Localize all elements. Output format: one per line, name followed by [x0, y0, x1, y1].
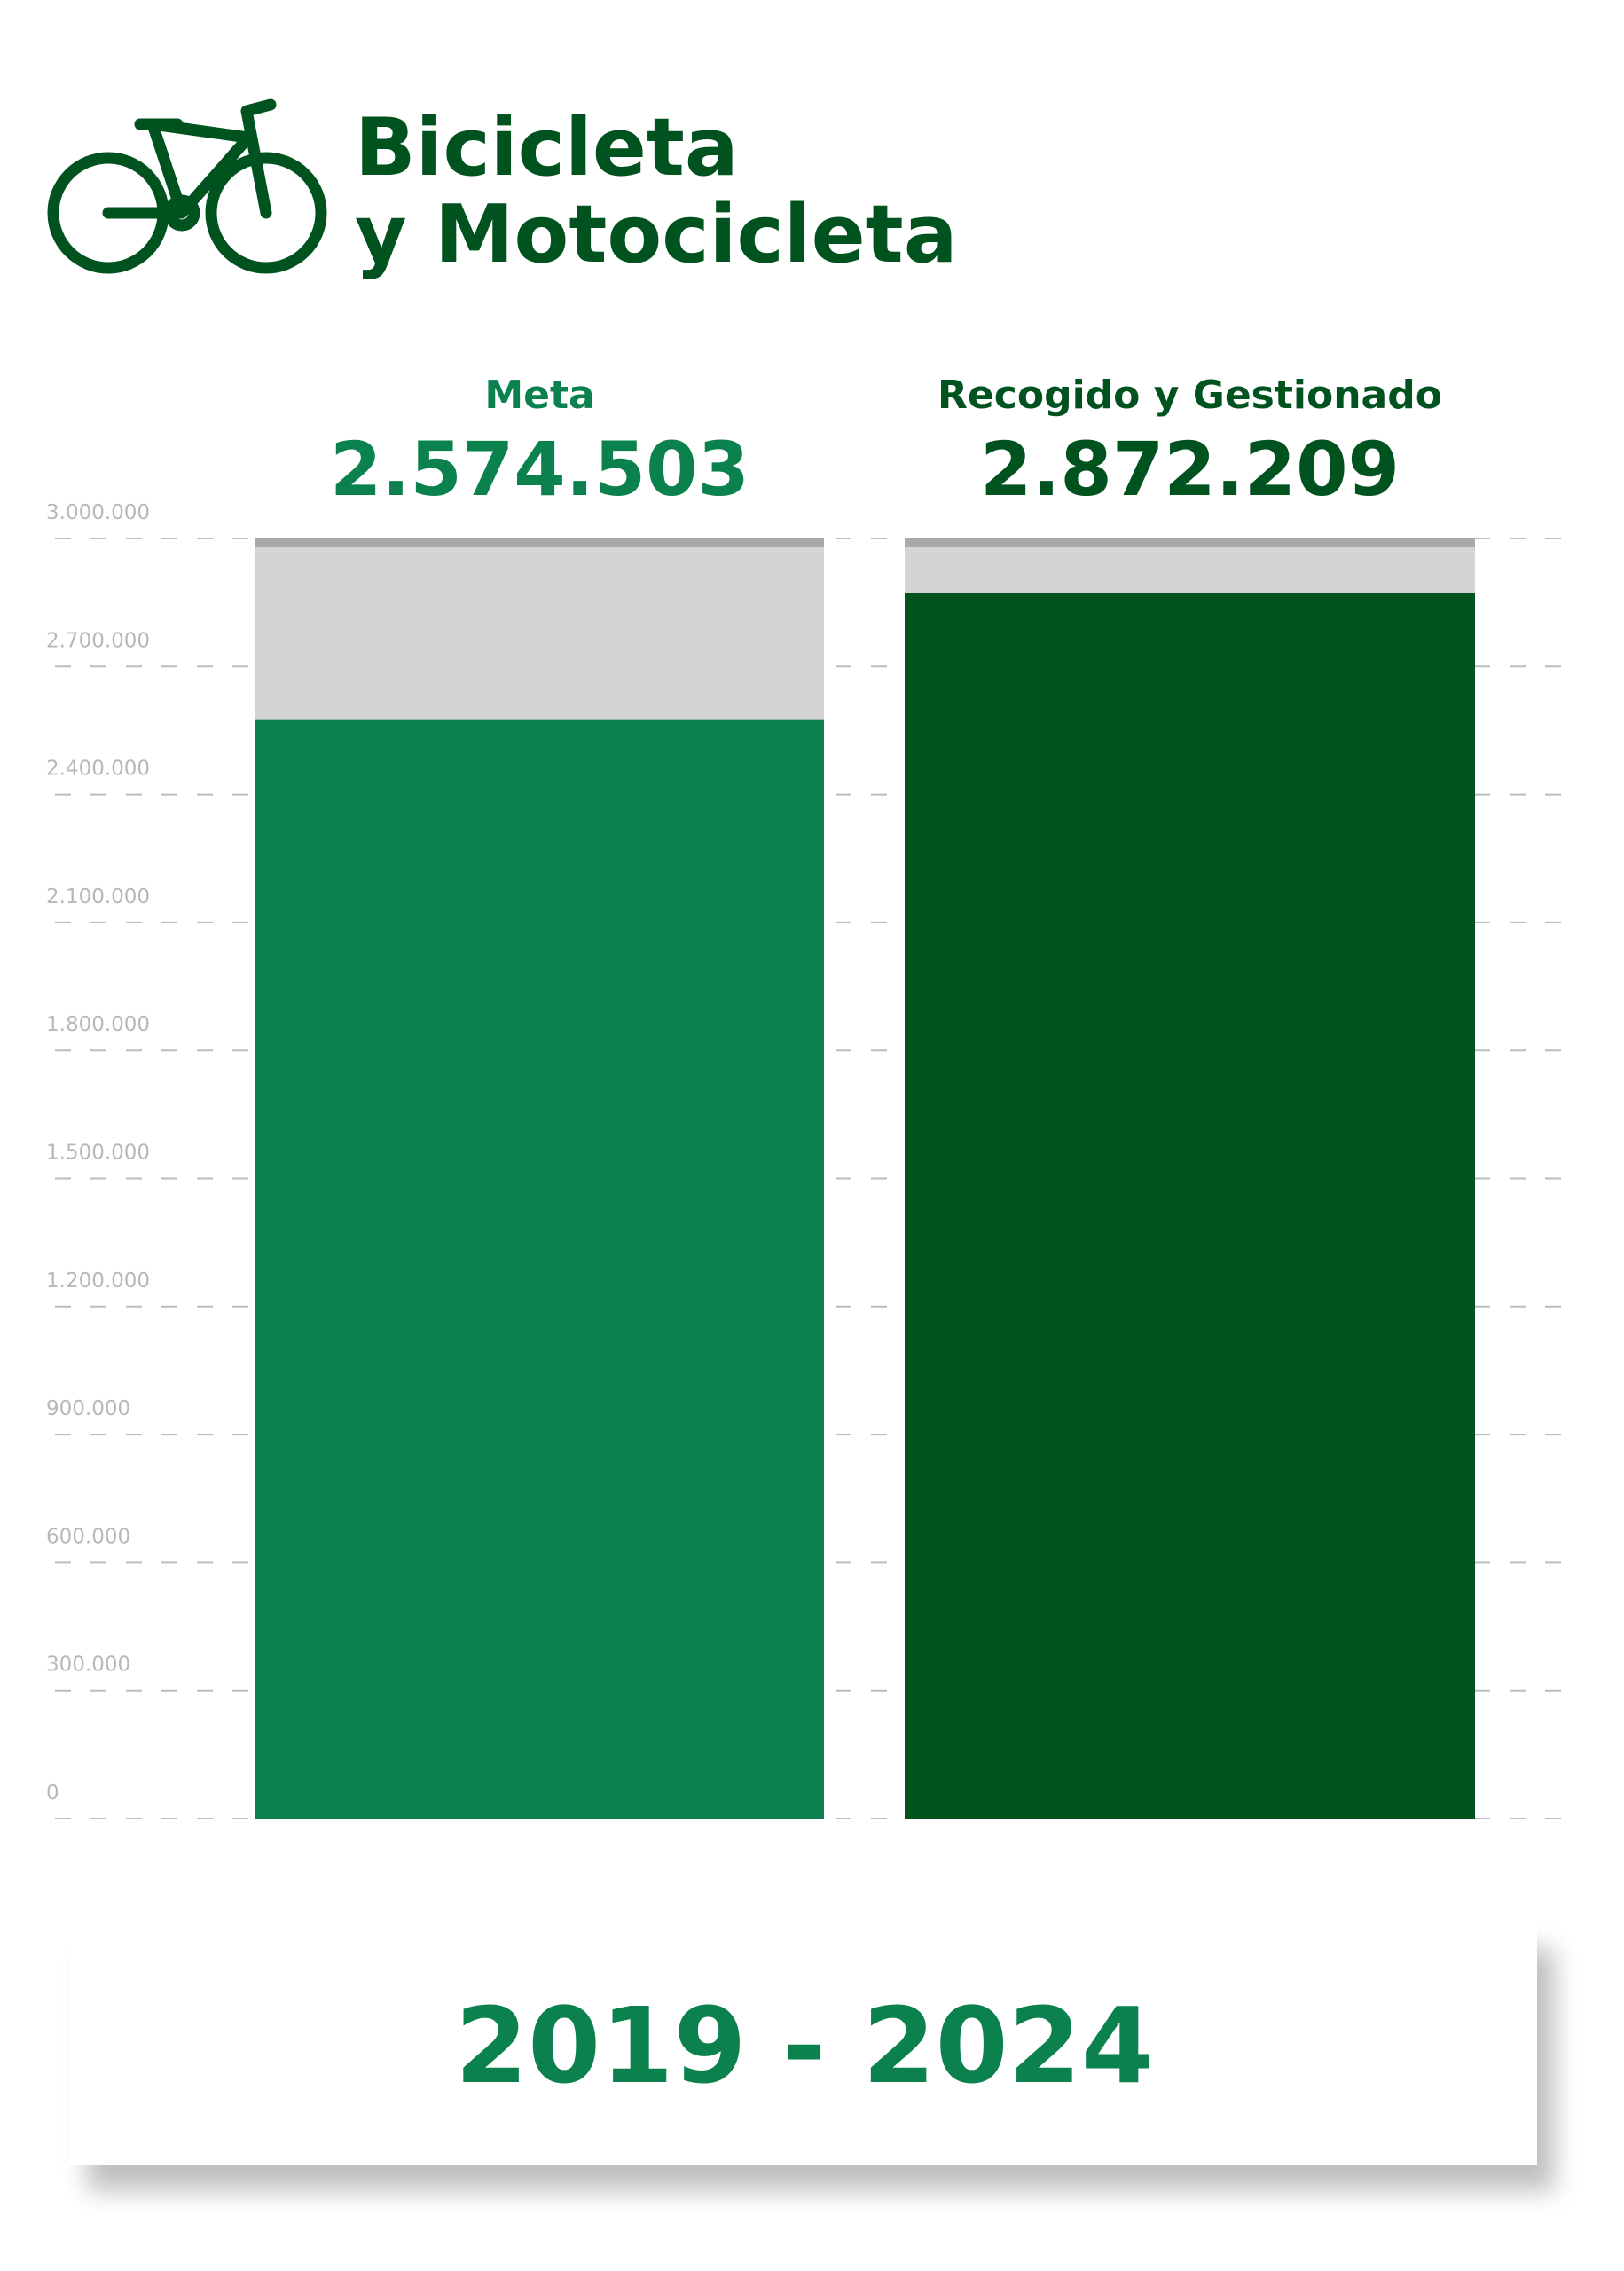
footer-card — [69, 1921, 1537, 2165]
y-tick-label: 900.000 — [46, 1397, 130, 1420]
value-label: 2.574.503 — [330, 426, 749, 513]
y-tick-label: 600.000 — [46, 1525, 130, 1548]
value-label: 2.872.209 — [980, 426, 1400, 513]
y-tick-label: 300.000 — [46, 1654, 130, 1677]
footer-period: 2019 - 2024 — [455, 1984, 1154, 2107]
chart-title: y Motocicleta — [355, 188, 957, 281]
chart-title: Bicicleta — [355, 101, 739, 194]
y-tick-label: 1.800.000 — [46, 1013, 150, 1036]
y-tick-label: 1.200.000 — [46, 1269, 150, 1293]
category-label: Meta — [484, 373, 594, 418]
y-tick-label: 3.000.000 — [46, 501, 150, 524]
y-tick-label: 2.700.000 — [46, 629, 150, 652]
bar-track-edge — [255, 538, 824, 547]
bars — [255, 538, 1475, 1819]
y-tick-label: 1.500.000 — [46, 1142, 150, 1165]
category-label: Recogido y Gestionado — [938, 373, 1442, 418]
bar — [905, 593, 1475, 1819]
y-tick-label: 2.100.000 — [46, 885, 150, 908]
bar-track-edge — [905, 538, 1475, 547]
bike-icon — [47, 98, 327, 274]
y-tick-label: 2.400.000 — [46, 758, 150, 781]
bar — [255, 719, 824, 1819]
y-tick-label: 0 — [46, 1781, 59, 1804]
